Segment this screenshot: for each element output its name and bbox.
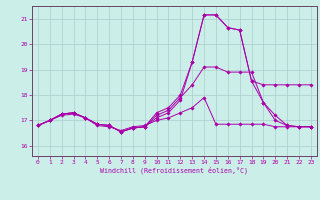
X-axis label: Windchill (Refroidissement éolien,°C): Windchill (Refroidissement éolien,°C) xyxy=(100,167,248,174)
